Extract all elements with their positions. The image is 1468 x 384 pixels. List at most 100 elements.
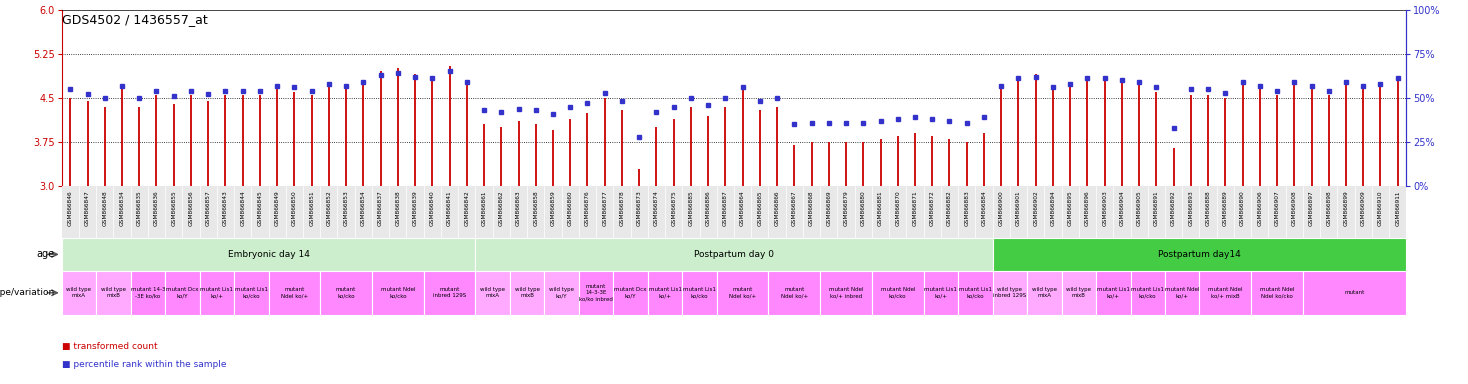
Bar	[1166, 271, 1199, 315]
Text: wild type
inbred 129S: wild type inbred 129S	[994, 287, 1026, 298]
Bar	[1304, 271, 1406, 315]
Text: GSM866900: GSM866900	[998, 190, 1004, 226]
Text: mutant Lis1
ko/cko: mutant Lis1 ko/cko	[1132, 287, 1164, 298]
Text: wild type
mixA: wild type mixA	[480, 287, 505, 298]
Text: mutant
inbred 129S: mutant inbred 129S	[433, 287, 467, 298]
Text: GSM866846: GSM866846	[68, 190, 73, 226]
Text: GSM866838: GSM866838	[395, 190, 401, 226]
Text: GSM866835: GSM866835	[137, 190, 142, 226]
Bar	[424, 271, 476, 315]
Text: mutant
Ndel ko/+: mutant Ndel ko/+	[781, 287, 807, 298]
Text: GSM866881: GSM866881	[878, 190, 884, 226]
Text: GSM866850: GSM866850	[292, 190, 297, 226]
Bar	[131, 271, 164, 315]
Text: GSM866855: GSM866855	[172, 190, 176, 226]
Text: GSM866839: GSM866839	[413, 190, 417, 226]
Text: GSM866902: GSM866902	[1033, 190, 1038, 226]
Text: GSM866849: GSM866849	[275, 190, 279, 226]
Text: ■ transformed count: ■ transformed count	[62, 343, 157, 351]
Text: mutant Ndel
ko/+ inbred: mutant Ndel ko/+ inbred	[829, 287, 863, 298]
Bar	[509, 271, 545, 315]
Text: GSM866895: GSM866895	[1067, 190, 1073, 226]
Text: mutant Ndel
Ndel ko/cko: mutant Ndel Ndel ko/cko	[1260, 287, 1295, 298]
Text: GSM866892: GSM866892	[1171, 190, 1176, 226]
Text: wild type
ko/Y: wild type ko/Y	[549, 287, 574, 298]
Text: GSM866840: GSM866840	[430, 190, 435, 226]
Text: GSM866871: GSM866871	[913, 190, 918, 226]
Text: mutant Dcx
ko/Y: mutant Dcx ko/Y	[166, 287, 198, 298]
Text: mutant
14-3-3E
ko/ko inbred: mutant 14-3-3E ko/ko inbred	[580, 285, 614, 301]
Text: mutant
Ndel ko/+: mutant Ndel ko/+	[730, 287, 756, 298]
Bar	[62, 271, 95, 315]
Text: wild type
mixB: wild type mixB	[1066, 287, 1091, 298]
Text: GSM866882: GSM866882	[947, 190, 951, 226]
Text: GSM866878: GSM866878	[619, 190, 624, 226]
Text: mutant
ko/cko: mutant ko/cko	[336, 287, 357, 298]
Bar	[872, 271, 923, 315]
Text: GSM866893: GSM866893	[1189, 190, 1193, 226]
Bar	[476, 271, 509, 315]
Bar	[992, 238, 1406, 271]
Text: GSM866885: GSM866885	[688, 190, 693, 226]
Text: GSM866894: GSM866894	[1051, 190, 1055, 226]
Text: GSM866870: GSM866870	[895, 190, 900, 226]
Bar	[1097, 271, 1130, 315]
Bar	[923, 271, 959, 315]
Text: GSM866873: GSM866873	[637, 190, 642, 226]
Text: GSM866847: GSM866847	[85, 190, 90, 226]
Text: GSM866857: GSM866857	[206, 190, 211, 226]
Text: GSM866868: GSM866868	[809, 190, 815, 226]
Bar	[233, 271, 269, 315]
Bar	[62, 238, 476, 271]
Text: GSM866859: GSM866859	[550, 190, 555, 226]
Text: GSM866845: GSM866845	[257, 190, 263, 226]
Text: wild type
mixA: wild type mixA	[1032, 287, 1057, 298]
Text: genotype/variation: genotype/variation	[0, 288, 54, 297]
Text: GSM866837: GSM866837	[379, 190, 383, 226]
Text: GSM866908: GSM866908	[1292, 190, 1296, 226]
Text: Embryonic day 14: Embryonic day 14	[228, 250, 310, 259]
Text: GSM866852: GSM866852	[326, 190, 332, 226]
Text: GSM866848: GSM866848	[103, 190, 107, 226]
Text: GSM866903: GSM866903	[1102, 190, 1107, 226]
Text: GSM866869: GSM866869	[826, 190, 831, 226]
Text: GSM866856: GSM866856	[188, 190, 194, 226]
Text: wild type
mixA: wild type mixA	[66, 287, 91, 298]
Text: GSM866898: GSM866898	[1326, 190, 1331, 226]
Bar	[959, 271, 992, 315]
Text: GSM866841: GSM866841	[448, 190, 452, 226]
Text: Postpartum day 0: Postpartum day 0	[694, 250, 774, 259]
Text: GSM866858: GSM866858	[533, 190, 539, 226]
Text: GSM866872: GSM866872	[929, 190, 935, 226]
Text: GSM866906: GSM866906	[1257, 190, 1262, 226]
Text: GSM866844: GSM866844	[241, 190, 245, 226]
Text: GSM866851: GSM866851	[310, 190, 314, 226]
Bar	[1130, 271, 1166, 315]
Text: age: age	[37, 249, 54, 260]
Text: GSM866862: GSM866862	[499, 190, 504, 226]
Text: mutant Lis1
ko/+: mutant Lis1 ko/+	[200, 287, 233, 298]
Text: mutant Lis1
ko/+: mutant Lis1 ko/+	[925, 287, 957, 298]
Text: GSM866905: GSM866905	[1136, 190, 1142, 226]
Text: GSM866879: GSM866879	[844, 190, 849, 226]
Bar	[1199, 271, 1251, 315]
Bar	[95, 271, 131, 315]
Bar	[992, 271, 1028, 315]
Text: GSM866891: GSM866891	[1154, 190, 1158, 226]
Bar	[578, 271, 614, 315]
Text: mutant Lis1
ko/cko: mutant Lis1 ko/cko	[235, 287, 267, 298]
Text: Postpartum day14: Postpartum day14	[1158, 250, 1240, 259]
Text: GSM866904: GSM866904	[1120, 190, 1124, 226]
Text: GSM866910: GSM866910	[1378, 190, 1383, 226]
Text: GSM866877: GSM866877	[602, 190, 608, 226]
Bar	[476, 238, 992, 271]
Text: mutant 14-3
-3E ko/ko: mutant 14-3 -3E ko/ko	[131, 287, 164, 298]
Text: GSM866864: GSM866864	[740, 190, 746, 226]
Text: GSM866843: GSM866843	[223, 190, 228, 226]
Text: GSM866883: GSM866883	[964, 190, 969, 226]
Text: GSM866911: GSM866911	[1395, 190, 1400, 226]
Text: mutant Dcx
ko/Y: mutant Dcx ko/Y	[614, 287, 647, 298]
Text: GSM866874: GSM866874	[653, 190, 659, 226]
Text: wild type
mixB: wild type mixB	[515, 287, 540, 298]
Bar	[821, 271, 872, 315]
